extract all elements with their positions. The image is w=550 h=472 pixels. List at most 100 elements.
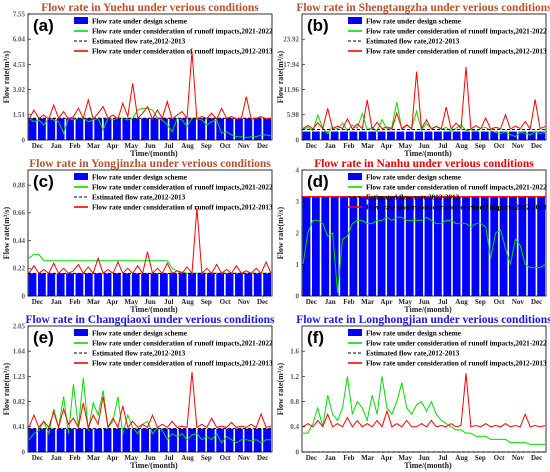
design-bar xyxy=(103,118,112,140)
panel-label: (b) xyxy=(307,16,329,35)
y-tick-label: 2 xyxy=(296,229,300,237)
legend: Flow rate under design scheme Flow rate u… xyxy=(74,17,273,56)
design-bar xyxy=(131,273,140,296)
plot-frame xyxy=(301,325,547,453)
x-tick-label: Aug xyxy=(181,142,194,150)
design-bar xyxy=(396,196,405,296)
panel-f: Flow rate in Longhongjian under verious … xyxy=(276,314,550,470)
design-bar xyxy=(302,131,311,140)
design-bar xyxy=(244,273,253,296)
x-tick-label: Apr xyxy=(106,298,118,306)
legend-label: Estimated flow rate,2012-2013 xyxy=(366,38,460,46)
x-tick-label: Mar xyxy=(361,454,374,462)
x-tick-label: Feb xyxy=(343,454,354,462)
x-axis-label: Time/(month) xyxy=(130,461,178,470)
design-bar xyxy=(405,196,414,296)
panel-e: Flow rate in Changqiaoxi under verious c… xyxy=(2,314,275,470)
design-bar xyxy=(330,131,339,140)
x-tick-label: Dec xyxy=(257,298,268,306)
legend: Flow rate under design scheme Flow rate u… xyxy=(348,17,547,56)
x-tick-label: Nov xyxy=(238,298,251,306)
x-tick-label: May xyxy=(398,454,412,462)
x-tick-label: Mar xyxy=(361,142,374,150)
design-bar xyxy=(424,196,433,296)
series-line-2012-2013 xyxy=(28,51,272,121)
x-tick-label: Feb xyxy=(69,142,80,150)
design-bar xyxy=(462,196,470,296)
legend-label: Flow rate under consideration of runoff … xyxy=(366,204,547,212)
panel-label: (f) xyxy=(307,328,324,347)
y-tick-label: 7.55 xyxy=(13,10,26,18)
x-tick-label: Dec xyxy=(32,142,43,150)
x-tick-label: Oct xyxy=(494,298,506,306)
legend: Flow rate under design scheme Flow rate u… xyxy=(74,329,273,368)
design-bar xyxy=(66,118,74,140)
design-bar xyxy=(159,428,168,452)
x-tick-label: Sep xyxy=(201,298,212,306)
design-bar xyxy=(188,428,196,452)
x-axis-label: Time/(month) xyxy=(130,305,178,314)
x-tick-label: Sep xyxy=(475,142,486,150)
x-tick-label: Dec xyxy=(257,454,268,462)
design-bar xyxy=(131,428,140,452)
x-tick-label: Apr xyxy=(380,298,392,306)
x-tick-label: Apr xyxy=(106,454,118,462)
x-tick-label: Nov xyxy=(512,454,525,462)
y-axis-label: Flow rate(m³/s) xyxy=(276,362,285,415)
x-tick-label: May xyxy=(398,142,412,150)
x-tick-label: Mar xyxy=(361,298,374,306)
y-tick-label: 0 xyxy=(296,292,300,300)
x-tick-label: Sep xyxy=(475,454,486,462)
legend: Flow rate under design scheme Flow rate u… xyxy=(348,173,547,212)
legend-label: Flow rate under consideration of runoff … xyxy=(92,340,273,348)
y-tick-label: 0 xyxy=(22,136,26,144)
legend-label: Flow rate under design scheme xyxy=(92,174,187,182)
design-bar xyxy=(113,428,121,452)
design-bar xyxy=(396,131,405,140)
design-bar xyxy=(377,131,386,140)
design-bar xyxy=(47,118,56,140)
design-bar xyxy=(452,131,461,140)
design-bar xyxy=(471,196,480,296)
x-tick-label: Jan xyxy=(325,142,336,150)
x-axis-label: Time/(month) xyxy=(404,149,452,158)
x-tick-label: Jan xyxy=(51,454,62,462)
design-bar xyxy=(103,428,112,452)
design-bar xyxy=(368,196,377,296)
y-tick-label: 0 xyxy=(296,136,300,144)
design-bar xyxy=(330,196,339,296)
x-tick-label: Feb xyxy=(69,298,80,306)
plot-frame xyxy=(27,13,273,141)
x-tick-label: Jul xyxy=(164,298,173,306)
design-bar xyxy=(480,131,489,140)
design-bar xyxy=(499,196,508,296)
panel-title: Flow rate in Longhongjian under verious … xyxy=(296,314,550,326)
legend-label: Flow rate under consideration of runoff … xyxy=(92,204,273,212)
design-bar xyxy=(340,131,348,140)
x-tick-label: Jun xyxy=(144,454,155,462)
design-bar xyxy=(206,273,215,296)
design-bar xyxy=(490,131,499,140)
design-bar xyxy=(28,118,37,140)
plot-frame xyxy=(27,325,273,453)
y-tick-label: 1.64 xyxy=(13,348,26,356)
design-bar xyxy=(94,118,103,140)
x-tick-label: Mar xyxy=(87,142,100,150)
x-tick-label: Sep xyxy=(201,454,212,462)
y-tick-label: 0.66 xyxy=(13,209,26,217)
design-bar xyxy=(462,131,470,140)
design-bar xyxy=(415,196,423,296)
design-bar xyxy=(47,273,56,296)
design-bar xyxy=(509,196,517,296)
design-bar xyxy=(368,131,377,140)
design-bar xyxy=(141,273,149,296)
series-line-2012-2013 xyxy=(302,373,546,428)
design-bar xyxy=(527,131,536,140)
x-tick-label: Feb xyxy=(343,298,354,306)
x-tick-label: Apr xyxy=(380,142,392,150)
series-line-2021-2022 xyxy=(28,378,271,444)
panel-title: Flow rate in Shengtangzha under verious … xyxy=(296,2,550,14)
x-tick-label: Oct xyxy=(220,454,232,462)
design-bar xyxy=(311,131,320,140)
